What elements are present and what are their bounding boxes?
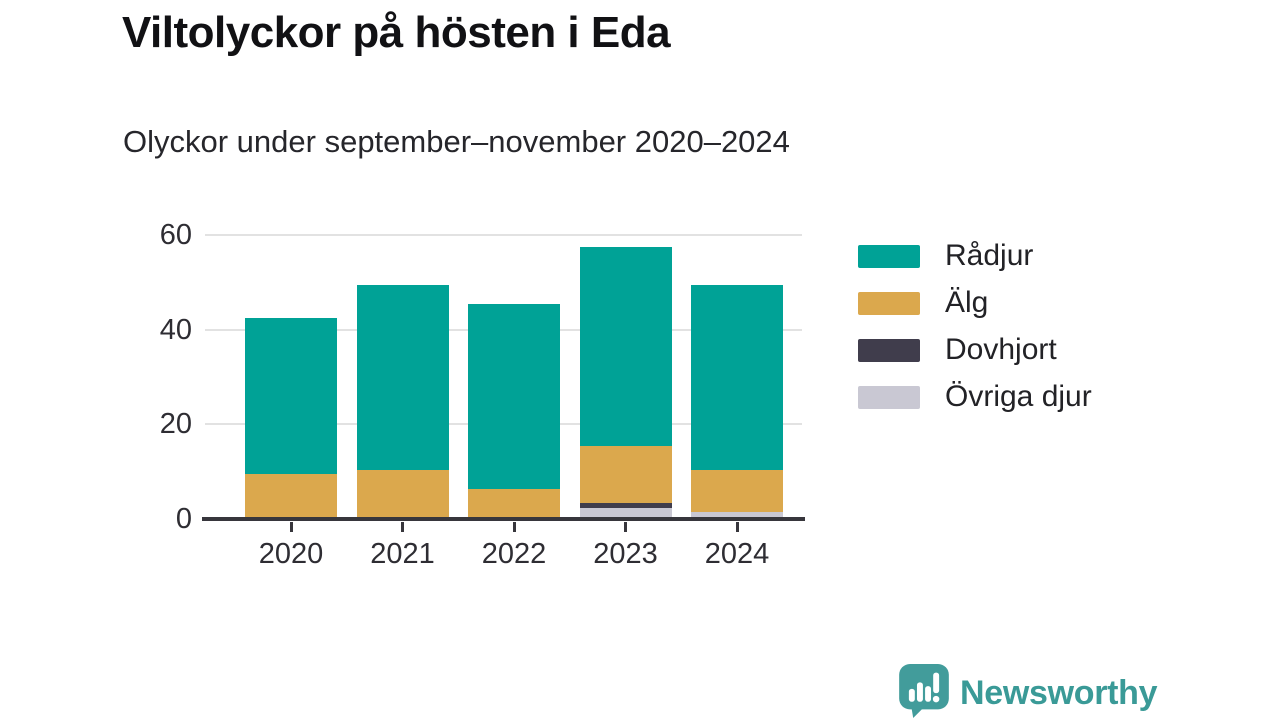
brand-wordmark: Newsworthy bbox=[960, 674, 1158, 712]
bar-segment-rådjur bbox=[468, 304, 560, 489]
gridline-y60 bbox=[205, 234, 802, 236]
legend-label: Älg bbox=[945, 286, 989, 319]
x-tick-2020 bbox=[289, 522, 293, 532]
x-tick-label: 2024 bbox=[704, 538, 770, 570]
x-tick-2021 bbox=[401, 522, 404, 532]
plot-area: 0 20 40 60 2020 2021 2022 2023 2024 bbox=[160, 219, 805, 570]
chart-title: Viltolyckor på hösten i Eda bbox=[122, 8, 671, 57]
newsworthy-logo-icon bbox=[898, 664, 950, 723]
y-tick-label: 20 bbox=[159, 408, 192, 441]
legend: Rådjur Älg Dovhjort Övriga djur bbox=[858, 239, 1092, 431]
bar-segment-rådjur bbox=[691, 285, 783, 470]
bar-2020 bbox=[245, 318, 337, 517]
bar-2021 bbox=[356, 285, 449, 517]
bar-segment-övriga-djur bbox=[691, 512, 783, 517]
y-tick-label: 0 bbox=[175, 503, 192, 535]
legend-item-dovhjort: Dovhjort bbox=[858, 333, 1092, 366]
bar-segment-rådjur bbox=[356, 285, 449, 470]
bar-segment-rådjur bbox=[579, 247, 672, 446]
bar-segment-övriga-djur bbox=[579, 507, 672, 517]
x-tick-label: 2021 bbox=[370, 538, 435, 570]
x-tick-label: 2020 bbox=[258, 538, 324, 570]
bar-2024 bbox=[691, 285, 783, 517]
bar-segment-dovhjort bbox=[579, 502, 672, 508]
bar-segment-älg bbox=[468, 488, 560, 517]
legend-label: Rådjur bbox=[945, 239, 1034, 272]
x-axis-line bbox=[202, 517, 805, 521]
y-tick-label: 40 bbox=[159, 313, 192, 346]
bar-segment-älg bbox=[245, 474, 337, 517]
legend-item-övriga-djur: Övriga djur bbox=[858, 380, 1092, 413]
brand-footer: Newsworthy bbox=[898, 664, 1158, 723]
y-tick-label: 60 bbox=[159, 219, 192, 251]
x-tick-label: 2023 bbox=[593, 538, 658, 570]
x-tick-2023 bbox=[624, 522, 627, 532]
legend-item-älg: Älg bbox=[858, 286, 1092, 319]
x-tick-label: 2022 bbox=[481, 538, 547, 570]
legend-item-rådjur: Rådjur bbox=[858, 239, 1092, 272]
legend-swatch bbox=[858, 385, 920, 409]
chart-subtitle: Olyckor under september–november 2020–20… bbox=[123, 124, 790, 159]
legend-swatch bbox=[858, 291, 920, 315]
legend-label: Dovhjort bbox=[945, 333, 1057, 366]
legend-label: Övriga djur bbox=[945, 380, 1092, 413]
x-tick-2022 bbox=[512, 522, 516, 532]
bar-2023 bbox=[579, 247, 672, 517]
bar-segment-rådjur bbox=[245, 318, 337, 475]
bar-2022 bbox=[468, 304, 560, 517]
legend-swatch bbox=[858, 244, 920, 268]
bar-segment-älg bbox=[691, 469, 783, 513]
legend-swatch bbox=[858, 338, 920, 362]
x-tick-2024 bbox=[735, 522, 739, 532]
bar-segment-älg bbox=[356, 469, 449, 517]
bar-segment-älg bbox=[579, 446, 672, 503]
